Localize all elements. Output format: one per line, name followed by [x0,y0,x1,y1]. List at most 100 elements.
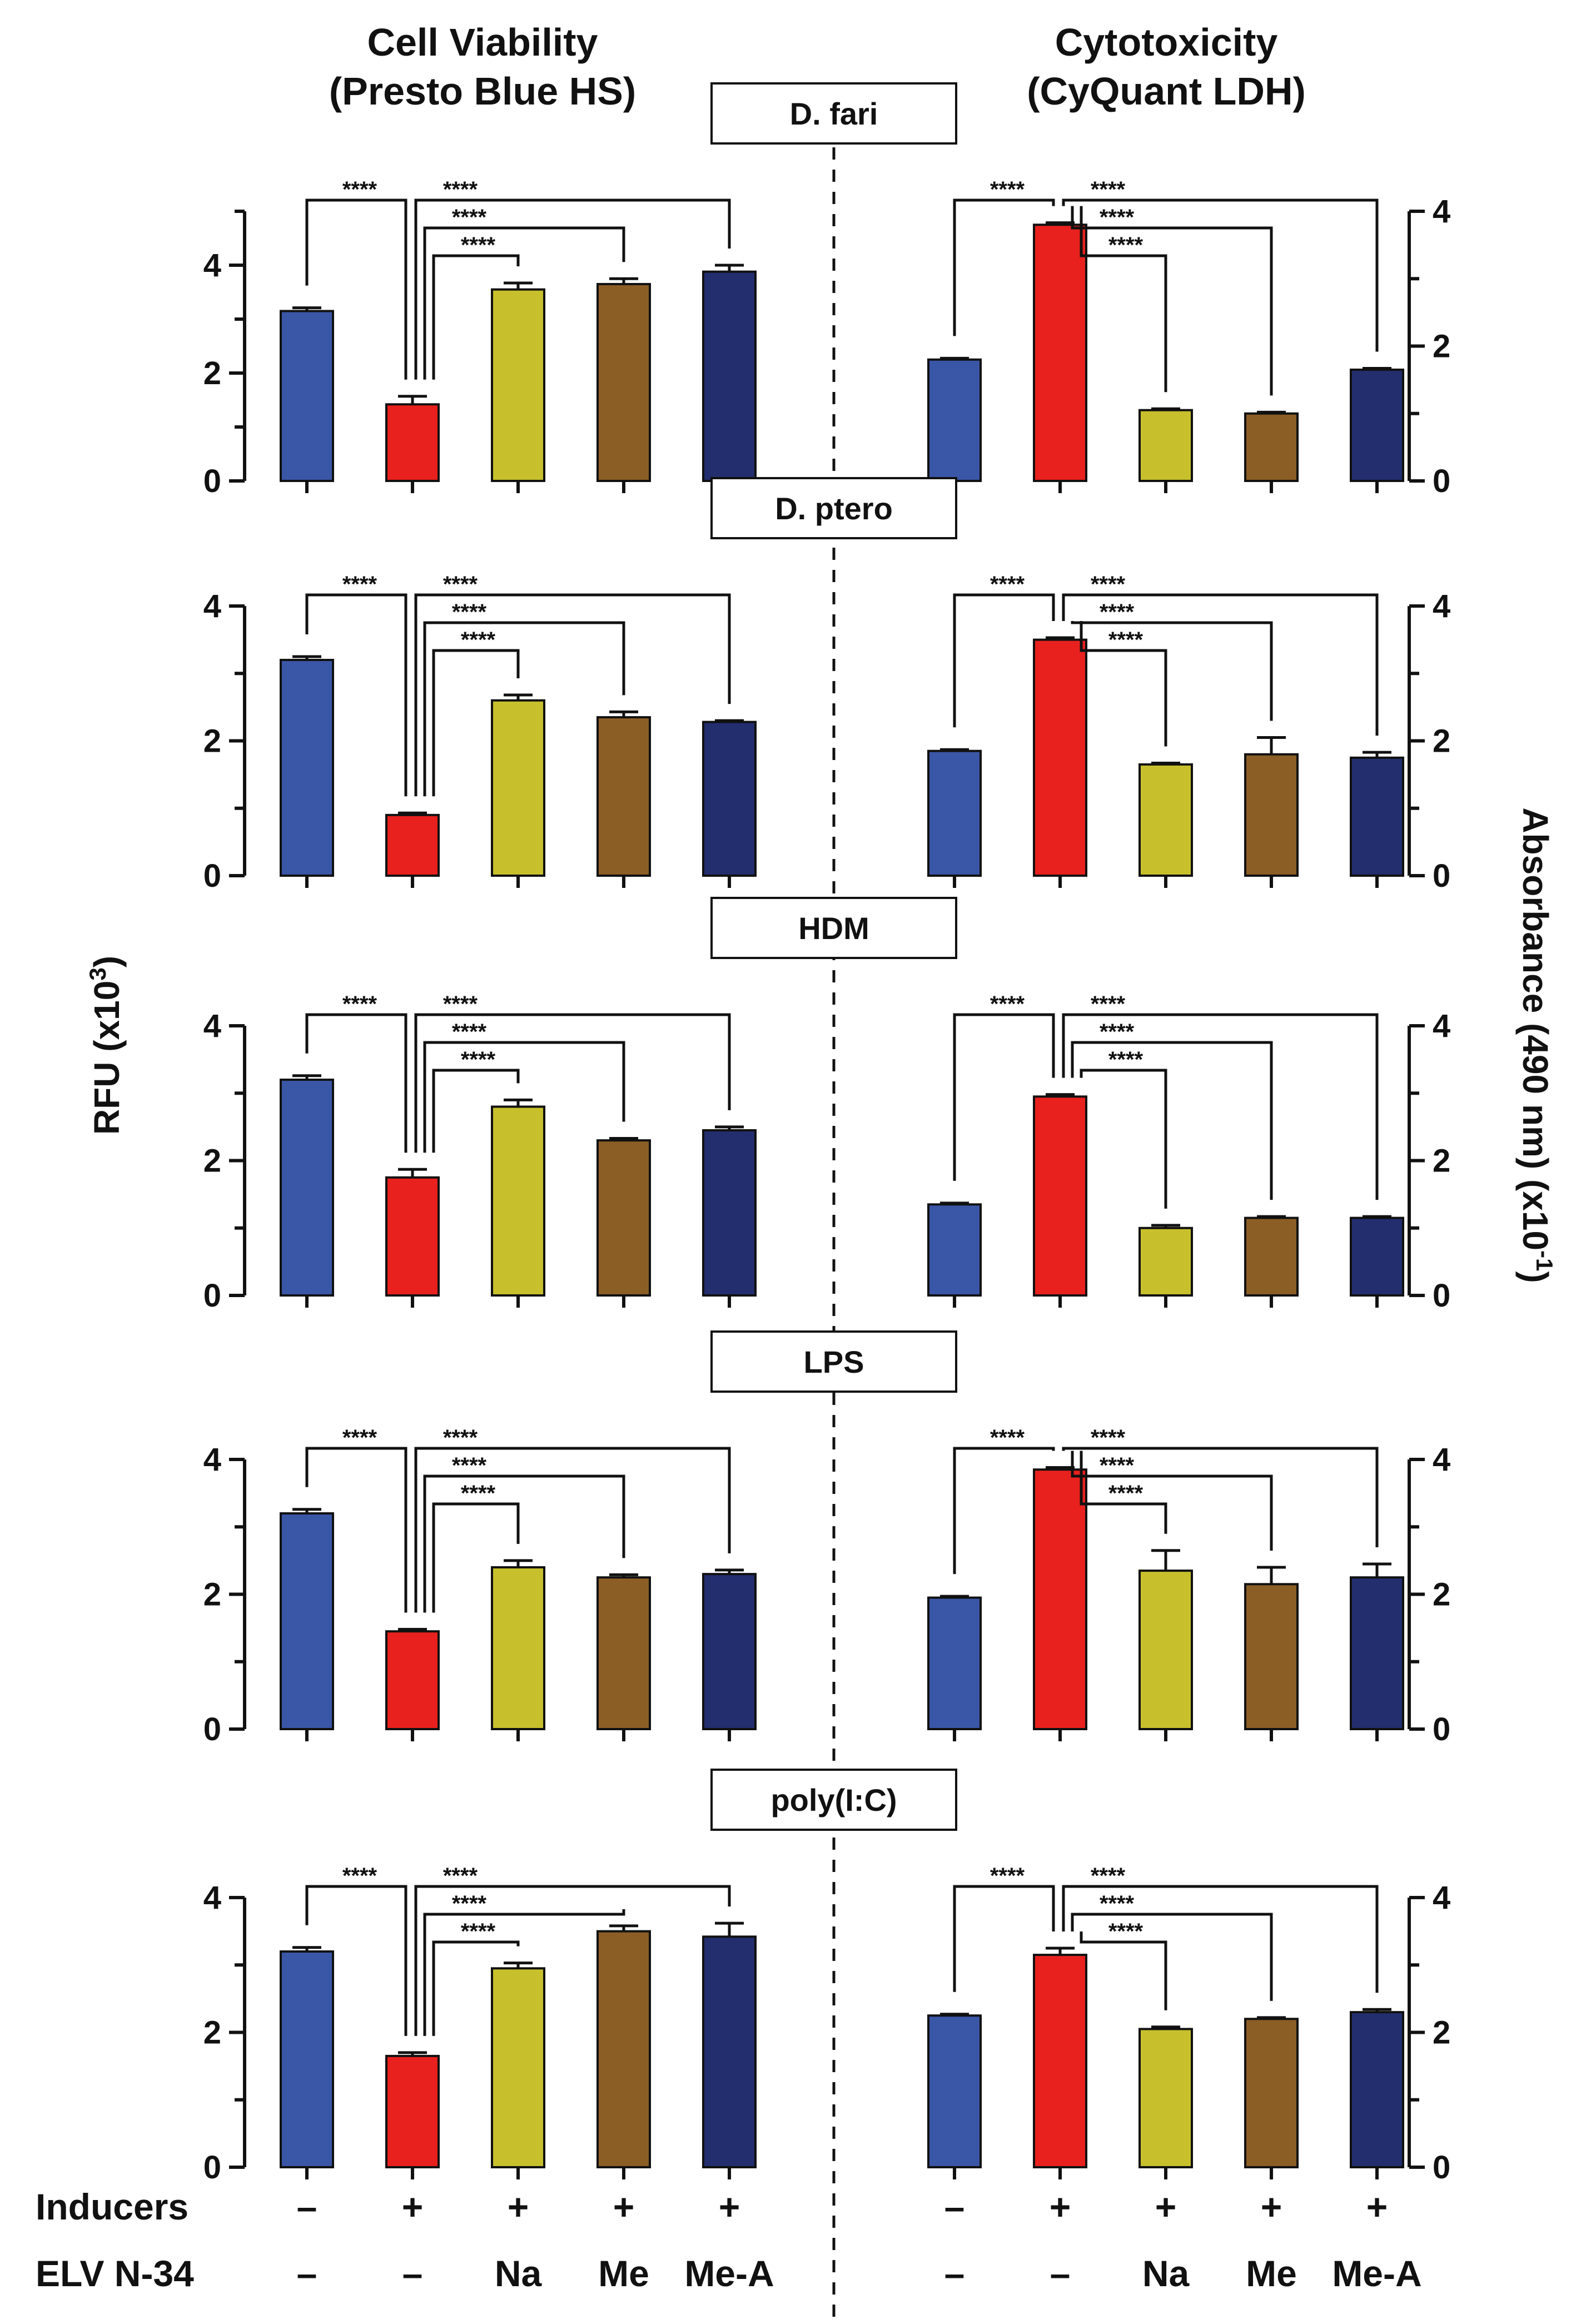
significance-bracket [1062,1885,1379,1993]
bottom-labels: – – + – + Na + Me + Me-A – – + – + Na + Me + Me-A [297,2186,1422,2294]
significance-label: **** [1091,992,1126,1016]
panel-title-frame [710,477,957,539]
bar [385,1176,440,1297]
y-tick-label: 4 [1433,193,1450,230]
significance-bracket [414,1013,731,1153]
significance-label: **** [443,1426,478,1450]
significance-bracket [1071,1041,1273,1200]
significance-bracket [953,1885,1055,1992]
chart-right-0: 0 2 4 **** **** **** **** [927,177,1450,499]
bar [491,1105,545,1297]
elv-treatment-label: – [402,2253,423,2294]
elv-treatment-label: – [944,2253,965,2294]
significance-bracket [414,1447,731,1613]
significance-label: **** [1100,600,1135,624]
significance-label: **** [1100,1891,1135,1916]
panel-title: poly(I:C) [770,1782,897,1818]
significance-bracket [432,1940,520,2036]
panel-title-box: LPS [710,1330,957,1393]
significance-label: **** [990,1426,1025,1450]
y-tick-label: 0 [1433,2149,1450,2186]
bar [385,2054,440,2168]
significance-bracket [953,1447,1055,1575]
y-tick-label: 0 [1433,463,1450,499]
significance-bracket [305,1885,407,2036]
bar [1138,409,1193,482]
significance-label: **** [342,572,377,597]
y-tick-label: 0 [1433,858,1450,894]
elv-treatment-label: Me-A [684,2253,774,2294]
bar [1033,1468,1087,1730]
bar [1350,1576,1404,1730]
panel-title: HDM [798,911,869,946]
bar [491,1566,545,1730]
bar [280,659,334,877]
y-tick-label: 2 [1433,723,1450,759]
significance-label: **** [1108,233,1144,257]
significance-bracket [1071,620,1273,721]
significance-bracket [432,649,520,797]
bar [280,1950,334,2168]
chart-right-4: 0 2 4 **** **** **** **** [927,1864,1450,2186]
significance-label: **** [443,572,478,597]
chart-right-2: 0 2 4 **** **** **** **** [927,992,1450,1314]
significance-bracket [1071,1451,1273,1551]
significance-bracket [1080,1451,1167,1534]
inducer-sign: – [297,2186,317,2227]
significance-label: **** [1108,1919,1144,1944]
significance-label: **** [990,177,1025,202]
bar [702,270,757,482]
panel-title-frame [710,82,957,145]
chart-left-0: 0 2 4 **** **** **** **** [203,177,757,499]
significance-bracket [953,593,1055,728]
bar [702,721,757,877]
panel-title-box: HDM [710,897,957,959]
significance-label: **** [342,1426,377,1450]
bar [385,813,440,877]
significance-bracket [432,1502,520,1613]
significance-label: **** [1108,1047,1144,1072]
significance-bracket [1062,593,1379,736]
significance-bracket [1062,1013,1379,1200]
bar [596,1576,651,1730]
bar [596,716,651,877]
significance-label: **** [461,1047,496,1072]
bar [596,1139,651,1297]
significance-bracket [423,1041,625,1153]
bar [1138,763,1193,877]
significance-label: **** [990,572,1025,597]
y-tick-label: 0 [203,2149,221,2186]
bar [1350,368,1404,482]
significance-bracket [414,198,731,380]
significance-label: **** [990,1864,1025,1888]
significance-label: **** [1091,1426,1126,1450]
y-tick-label: 2 [203,723,221,759]
panel-title-box: D. ptero [710,477,957,539]
inducer-sign: + [508,2186,529,2227]
y-tick-label: 4 [203,1880,221,1916]
bar [1350,2011,1404,2168]
elv-treatment-label: Me [598,2253,649,2294]
elv-treatment-label: Me-A [1332,2253,1421,2294]
significance-bracket [1080,1069,1167,1209]
bar [1350,1216,1404,1297]
right-y-axis-label: Absorbance (490 nm) (x10-1) [1515,807,1558,1283]
significance-label: **** [1091,177,1126,202]
y-tick-label: 2 [203,2015,221,2051]
bar [596,1930,651,2168]
panel-title-frame [710,1330,957,1393]
bar [1033,1954,1087,2168]
bar [927,2014,982,2168]
significance-bracket [305,593,407,797]
bar [1138,1226,1193,1297]
inducers-row-label: Inducers [36,2186,188,2227]
bar [280,1512,334,1730]
inducer-sign: + [719,2186,740,2227]
y-tick-label: 2 [1433,1577,1450,1613]
significance-label: **** [342,177,377,202]
bar [1244,1216,1299,1297]
inducer-sign: + [613,2186,635,2227]
bar [385,1630,440,1730]
significance-label: **** [1108,628,1144,652]
bar [1244,2018,1299,2168]
